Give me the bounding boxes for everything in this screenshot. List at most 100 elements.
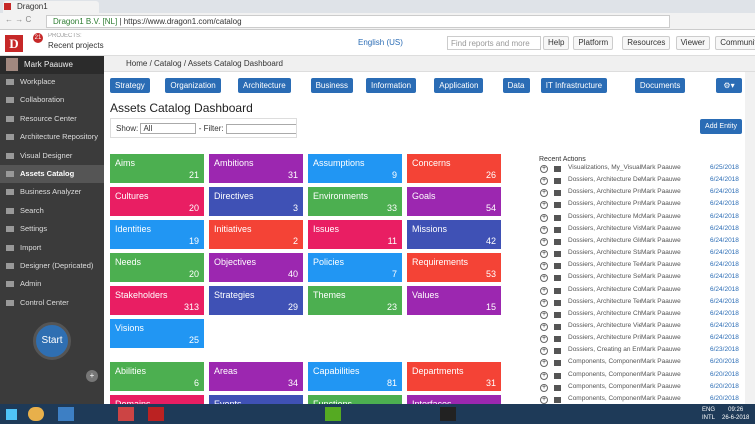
menu-item[interactable]: Visual Designer: [0, 147, 104, 165]
recent-item[interactable]: Dossiers, Architecture Ten: [568, 297, 641, 305]
expand-icon[interactable]: +: [540, 335, 548, 344]
recent-item[interactable]: Dossiers, Architecture Che: [568, 309, 641, 317]
projects-dropdown[interactable]: Recent projects: [48, 41, 104, 50]
settings-menu[interactable]: ⚙▾: [716, 78, 742, 93]
catalog-tile[interactable]: Assumptions 9: [308, 154, 402, 183]
expand-icon[interactable]: +: [540, 371, 548, 380]
catalog-tile[interactable]: Identities 19: [110, 220, 204, 249]
windows-start[interactable]: [6, 409, 17, 420]
recent-item[interactable]: Visualizations, My_Visualization: [568, 164, 641, 171]
catalog-tile[interactable]: Stakeholders 313: [110, 286, 204, 315]
menu-item[interactable]: Import: [0, 239, 104, 257]
crumb[interactable]: Catalog: [154, 59, 182, 68]
nav-button[interactable]: Application: [434, 78, 484, 93]
expand-icon[interactable]: +: [540, 298, 548, 307]
expand-icon[interactable]: +: [540, 262, 548, 271]
catalog-tile[interactable]: Needs 20: [110, 253, 204, 282]
menu-item[interactable]: Workplace: [0, 73, 104, 91]
app-icon[interactable]: [325, 407, 341, 421]
catalog-tile[interactable]: Departments 31: [407, 362, 501, 391]
catalog-tile[interactable]: Missions 42: [407, 220, 501, 249]
header-button[interactable]: Resources: [622, 36, 671, 50]
recent-item[interactable]: Dossiers, Architecture Viev: [568, 321, 641, 329]
recent-item[interactable]: Dossiers, Architecture Prin: [568, 334, 641, 342]
recent-item[interactable]: Components, Component4,: [568, 394, 641, 402]
recent-item[interactable]: Dossiers, Architecture Glo: [568, 236, 641, 244]
app-icon[interactable]: [440, 407, 456, 421]
app-icon[interactable]: [148, 407, 164, 421]
menu-item[interactable]: Search: [0, 202, 104, 220]
collapse-button[interactable]: +: [86, 370, 98, 382]
recent-item[interactable]: Dossiers, Architecture Des: [568, 176, 641, 184]
expand-icon[interactable]: +: [540, 213, 548, 222]
user-name[interactable]: Mark Paauwe: [24, 60, 73, 69]
recent-item[interactable]: Dossiers, Architecture Visi: [568, 224, 641, 232]
menu-item[interactable]: Admin: [0, 275, 104, 293]
expand-icon[interactable]: +: [540, 395, 548, 404]
recent-item[interactable]: Dossiers, Architecture Mod: [568, 212, 641, 220]
recent-item[interactable]: Dossiers, Architecture Cor: [568, 285, 641, 293]
catalog-tile[interactable]: Policies 7: [308, 253, 402, 282]
expand-icon[interactable]: +: [540, 189, 548, 198]
catalog-tile[interactable]: Abilities 6: [110, 362, 204, 391]
app-icon[interactable]: [58, 407, 74, 421]
expand-icon[interactable]: +: [540, 201, 548, 210]
app-icon[interactable]: [118, 407, 134, 421]
menu-item[interactable]: Collaboration: [0, 91, 104, 109]
menu-item[interactable]: Assets Catalog: [0, 165, 104, 183]
header-button[interactable]: Viewer: [675, 36, 710, 50]
catalog-tile[interactable]: Aims 21: [110, 154, 204, 183]
app-icon[interactable]: [28, 407, 44, 421]
nav-button[interactable]: Architecture: [238, 78, 291, 93]
add-entity-button[interactable]: Add Entity: [700, 119, 742, 134]
recent-item[interactable]: Dossiers, Architecture Pro: [568, 188, 641, 196]
catalog-tile[interactable]: Concerns 26: [407, 154, 501, 183]
address-bar[interactable]: Dragon1 B.V. [NL] | https://www.dragon1.…: [46, 15, 670, 28]
nav-button[interactable]: Strategy: [110, 78, 150, 93]
expand-icon[interactable]: +: [540, 310, 548, 319]
expand-icon[interactable]: +: [540, 225, 548, 234]
catalog-tile[interactable]: Directives 3: [209, 187, 303, 216]
recent-item[interactable]: Components, Component1,: [568, 358, 641, 366]
clock[interactable]: 09:26 26-6-2018: [722, 406, 749, 422]
nav-button[interactable]: Documents: [634, 78, 686, 93]
recent-item[interactable]: Dossiers, Architecture Stak: [568, 249, 641, 257]
input-language[interactable]: ENG INTL: [702, 406, 715, 422]
scrollbar[interactable]: [745, 72, 755, 404]
menu-item[interactable]: Control Center: [0, 294, 104, 312]
recent-item[interactable]: Components, Component3,: [568, 382, 641, 390]
crumb[interactable]: Home: [126, 59, 148, 68]
expand-icon[interactable]: +: [540, 383, 548, 392]
header-button[interactable]: Community: [715, 36, 755, 50]
catalog-tile[interactable]: Areas 34: [209, 362, 303, 391]
catalog-tile[interactable]: Requirements 53: [407, 253, 501, 282]
header-button[interactable]: Help: [543, 36, 570, 50]
catalog-tile[interactable]: Initiatives 2: [209, 220, 303, 249]
expand-icon[interactable]: +: [540, 237, 548, 246]
expand-icon[interactable]: +: [540, 359, 548, 368]
expand-icon[interactable]: +: [540, 177, 548, 186]
expand-icon[interactable]: +: [540, 347, 548, 356]
search-input[interactable]: Find reports and more: [447, 36, 541, 50]
show-select[interactable]: All: [140, 123, 197, 134]
catalog-tile[interactable]: Objectives 40: [209, 253, 303, 282]
catalog-tile[interactable]: Visions 25: [110, 319, 204, 348]
expand-icon[interactable]: +: [540, 322, 548, 331]
expand-icon[interactable]: +: [540, 250, 548, 259]
tab[interactable]: Dragon1: [3, 1, 99, 13]
catalog-tile[interactable]: Capabilities 81: [308, 362, 402, 391]
menu-item[interactable]: Architecture Repository: [0, 128, 104, 146]
catalog-tile[interactable]: Goals 54: [407, 187, 501, 216]
catalog-tile[interactable]: Cultures 20: [110, 187, 204, 216]
menu-item[interactable]: Settings: [0, 220, 104, 238]
header-button[interactable]: Platform: [573, 36, 614, 50]
recent-item[interactable]: Dossiers, Creating an Ente: [568, 346, 641, 354]
catalog-tile[interactable]: Values 15: [407, 286, 501, 315]
recent-item[interactable]: Dossiers, Architecture Sen: [568, 273, 641, 281]
expand-icon[interactable]: +: [540, 274, 548, 283]
menu-item[interactable]: Business Analyzer: [0, 183, 104, 201]
catalog-tile[interactable]: Issues 11: [308, 220, 402, 249]
nav-button[interactable]: Data: [502, 78, 530, 93]
start-button[interactable]: Start: [33, 322, 71, 360]
expand-icon[interactable]: +: [540, 165, 548, 173]
